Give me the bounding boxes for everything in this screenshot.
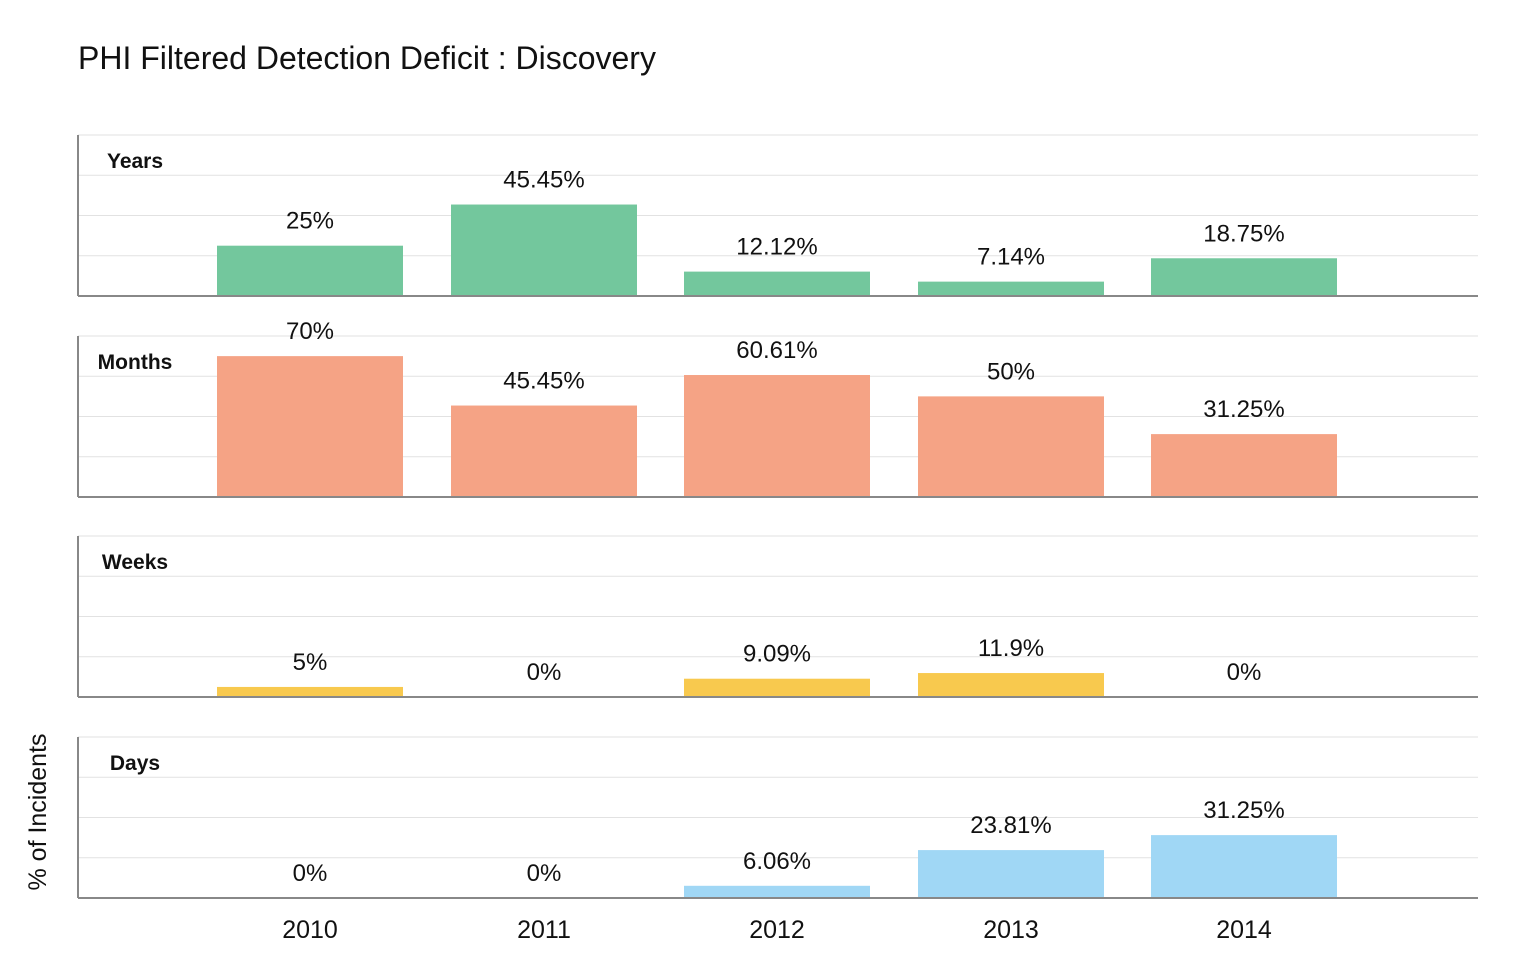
bar (451, 204, 637, 296)
data-label: 31.25% (1203, 797, 1284, 824)
x-tick-label: 2013 (983, 916, 1039, 944)
bar (217, 686, 403, 697)
chart-title: PHI Filtered Detection Deficit : Discove… (78, 40, 656, 76)
y-axis-label: % of Incidents (24, 733, 52, 890)
panel-label: Years (107, 150, 163, 173)
data-label: 23.81% (970, 812, 1051, 839)
data-label: 60.61% (736, 337, 817, 364)
bar (918, 281, 1104, 296)
data-label: 0% (527, 860, 562, 887)
data-label: 0% (527, 659, 562, 686)
x-tick-label: 2011 (517, 916, 571, 944)
x-tick-label: 2014 (1216, 916, 1272, 944)
data-label: 70% (286, 318, 334, 345)
bar (918, 396, 1104, 497)
bar (1151, 434, 1337, 497)
bar (1151, 258, 1337, 296)
data-label: 18.75% (1203, 220, 1284, 247)
data-label: 45.45% (503, 368, 584, 395)
bar (918, 850, 1104, 898)
bar (918, 673, 1104, 697)
data-label: 6.06% (743, 848, 811, 875)
panel-label: Days (110, 752, 160, 775)
bar (217, 245, 403, 296)
bar (684, 678, 870, 697)
bar (1151, 835, 1337, 898)
bar (684, 271, 870, 296)
panel-label: Months (98, 351, 173, 374)
bar (684, 375, 870, 497)
data-label: 9.09% (743, 641, 811, 668)
bar (684, 885, 870, 898)
x-tick-label: 2010 (282, 916, 338, 944)
bar (451, 405, 637, 497)
data-label: 12.12% (736, 234, 817, 261)
data-label: 45.45% (503, 167, 584, 194)
data-label: 11.9% (978, 635, 1044, 662)
data-label: 25% (286, 208, 334, 235)
x-tick-label: 2012 (749, 916, 805, 944)
data-label: 31.25% (1203, 396, 1284, 423)
data-label: 0% (293, 860, 328, 887)
data-label: 7.14% (977, 244, 1045, 271)
data-label: 0% (1227, 659, 1262, 686)
data-label: 50% (987, 358, 1035, 385)
data-label: 5% (293, 649, 328, 676)
panel-label: Weeks (102, 551, 168, 574)
bar (217, 356, 403, 497)
